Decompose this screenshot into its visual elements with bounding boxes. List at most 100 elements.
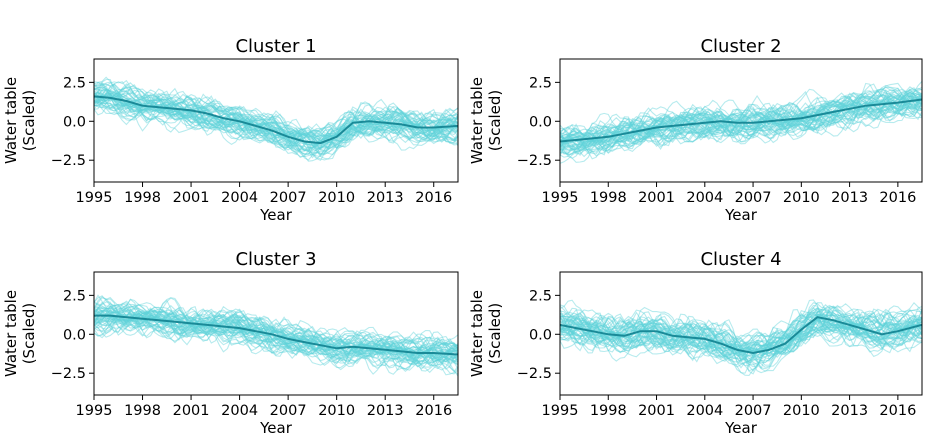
well-series-line <box>94 312 458 375</box>
mean-series-line <box>94 314 458 356</box>
well-series-line <box>560 315 922 367</box>
well-series-line <box>560 91 922 151</box>
well-series-line <box>560 303 922 355</box>
well-series-line <box>560 308 922 364</box>
individual-series-band <box>560 299 922 376</box>
well-series-line <box>560 88 922 154</box>
y-tick-label: 2.5 <box>529 75 552 91</box>
well-series-line <box>560 308 922 358</box>
x-tick-label: 2004 <box>686 403 723 419</box>
panel-title: Cluster 4 <box>700 249 781 270</box>
x-tick-label: 1998 <box>124 403 161 419</box>
y-tick-label: 0.0 <box>529 114 552 130</box>
well-series-line <box>94 90 458 147</box>
well-series-line <box>94 303 458 353</box>
well-series-line <box>560 311 922 354</box>
well-series-line <box>94 97 458 162</box>
plot-frame <box>93 271 459 396</box>
well-series-line <box>94 302 458 365</box>
well-series-line <box>94 306 458 370</box>
x-tick-label: 2001 <box>638 190 675 206</box>
x-tick-label: 2007 <box>735 403 772 419</box>
well-series-line <box>560 316 922 368</box>
well-series-line <box>560 103 922 164</box>
well-series-line <box>560 315 922 356</box>
well-series-line <box>560 299 922 351</box>
x-tick-label: 1995 <box>542 190 579 206</box>
well-series-line <box>94 76 458 157</box>
well-series-line <box>94 85 458 149</box>
x-axis-label: Year <box>724 206 758 224</box>
well-series-line <box>560 307 922 363</box>
well-series-line <box>560 91 922 143</box>
well-series-line <box>560 95 922 150</box>
well-series-line <box>94 305 458 360</box>
well-series-line <box>560 306 922 359</box>
well-series-line <box>560 80 922 148</box>
well-series-line <box>94 86 458 155</box>
x-axis-label: Year <box>259 206 293 224</box>
well-series-line <box>560 309 922 374</box>
well-series-line <box>94 312 458 375</box>
plot-frame <box>93 58 459 183</box>
well-series-line <box>560 309 922 346</box>
well-series-line <box>94 298 458 365</box>
well-series-line <box>560 100 922 155</box>
well-series-line <box>560 84 922 141</box>
y-axis-label-line1: Water table <box>468 290 486 377</box>
well-series-line <box>94 300 458 358</box>
well-series-line <box>94 79 458 139</box>
well-series-line <box>94 86 458 162</box>
well-series-line <box>560 309 922 366</box>
well-series-line <box>94 81 458 141</box>
x-tick-label: 1998 <box>590 190 627 206</box>
well-series-line <box>94 304 458 361</box>
well-series-line <box>560 95 922 153</box>
y-tick-label: −2.5 <box>517 153 552 169</box>
well-series-line <box>560 309 922 374</box>
well-series-line <box>94 91 458 151</box>
y-tick-label: 2.5 <box>529 288 552 304</box>
y-axis-label-line1: Water table <box>468 77 486 164</box>
x-tick-label: 1998 <box>124 190 161 206</box>
well-series-line <box>94 81 458 152</box>
well-series-line <box>560 95 922 151</box>
well-series-line <box>560 319 922 355</box>
x-tick-label: 2013 <box>367 403 404 419</box>
well-series-line <box>94 90 458 146</box>
well-series-line <box>94 309 458 368</box>
well-series-line <box>560 92 922 138</box>
panel-cluster-1: 2.5 0.0 −2.5 1995 1998 2001 2004 2007 2010 2013 20… <box>2 36 459 224</box>
well-series-line <box>94 301 458 365</box>
well-series-line <box>94 297 458 366</box>
x-tick-label: 2004 <box>221 403 258 419</box>
plot-frame <box>559 58 923 183</box>
well-series-line <box>560 305 922 360</box>
well-series-line <box>560 315 922 362</box>
well-series-line <box>560 313 922 363</box>
y-tick-label: 2.5 <box>63 288 86 304</box>
x-tick-label: 2001 <box>173 403 210 419</box>
well-series-line <box>560 309 922 352</box>
well-series-line <box>94 93 458 150</box>
well-series-line <box>94 302 458 371</box>
x-tick-label: 1995 <box>76 190 113 206</box>
well-series-line <box>94 87 458 139</box>
well-series-line <box>560 87 922 146</box>
well-series-line <box>560 82 922 155</box>
panel-cluster-3: 2.5 0.0 −2.5 1995 1998 2001 2004 2007 2010 2013 20… <box>2 249 459 437</box>
well-series-line <box>560 312 922 349</box>
well-series-line <box>560 318 922 372</box>
well-series-line <box>560 92 922 160</box>
mean-series-line <box>560 316 922 355</box>
well-series-line <box>94 96 458 151</box>
well-series-line <box>94 312 458 354</box>
well-series-line <box>560 304 922 360</box>
well-series-line <box>560 101 922 154</box>
x-tick-label: 2010 <box>318 403 355 419</box>
well-series-line <box>94 315 458 371</box>
well-series-line <box>94 295 458 359</box>
well-series-line <box>94 306 458 362</box>
well-series-line <box>94 82 458 141</box>
